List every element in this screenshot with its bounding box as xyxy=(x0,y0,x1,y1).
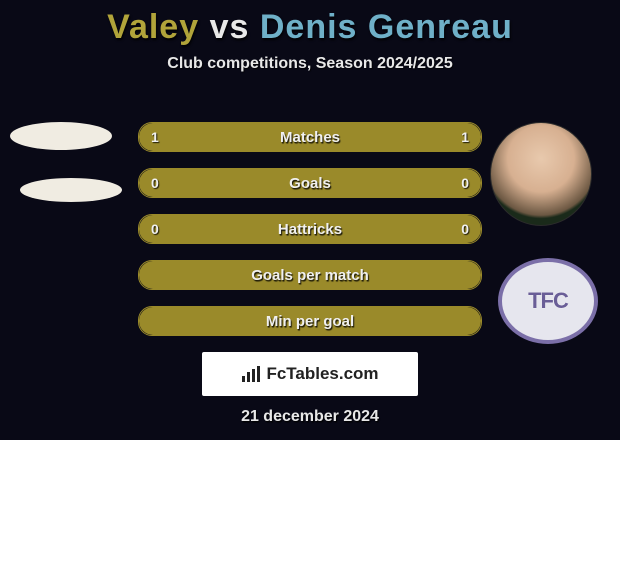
brand-badge: FcTables.com xyxy=(202,352,418,396)
stat-label: Hattricks xyxy=(139,215,481,243)
stat-label: Min per goal xyxy=(139,307,481,335)
player1-name: Valey xyxy=(107,8,199,46)
stat-bar: 00Hattricks xyxy=(138,214,482,244)
stat-label: Matches xyxy=(139,123,481,151)
vs-text: vs xyxy=(210,8,250,46)
page-title: Valey vs Denis Genreau xyxy=(0,0,620,47)
stat-bar: 11Matches xyxy=(138,122,482,152)
player1-club-placeholder xyxy=(20,178,122,202)
player2-name: Denis Genreau xyxy=(260,8,513,46)
stat-label: Goals per match xyxy=(139,261,481,289)
date-text: 21 december 2024 xyxy=(0,408,620,426)
player1-avatar-placeholder xyxy=(10,122,112,150)
stats-container: 11Matches 00Goals 00Hattricks Goals per mat… xyxy=(138,122,482,352)
stat-bar: 00Goals xyxy=(138,168,482,198)
club-badge-text: TFC xyxy=(528,288,568,314)
stat-label: Goals xyxy=(139,169,481,197)
player2-club-badge: TFC xyxy=(498,258,598,344)
comparison-panel: Valey vs Denis Genreau Club competitions… xyxy=(0,0,620,440)
brand-text: FcTables.com xyxy=(266,364,378,384)
subtitle: Club competitions, Season 2024/2025 xyxy=(0,55,620,73)
stat-bar: Goals per match xyxy=(138,260,482,290)
stat-bar: Min per goal xyxy=(138,306,482,336)
chart-icon xyxy=(241,365,261,383)
player2-avatar xyxy=(490,122,592,226)
